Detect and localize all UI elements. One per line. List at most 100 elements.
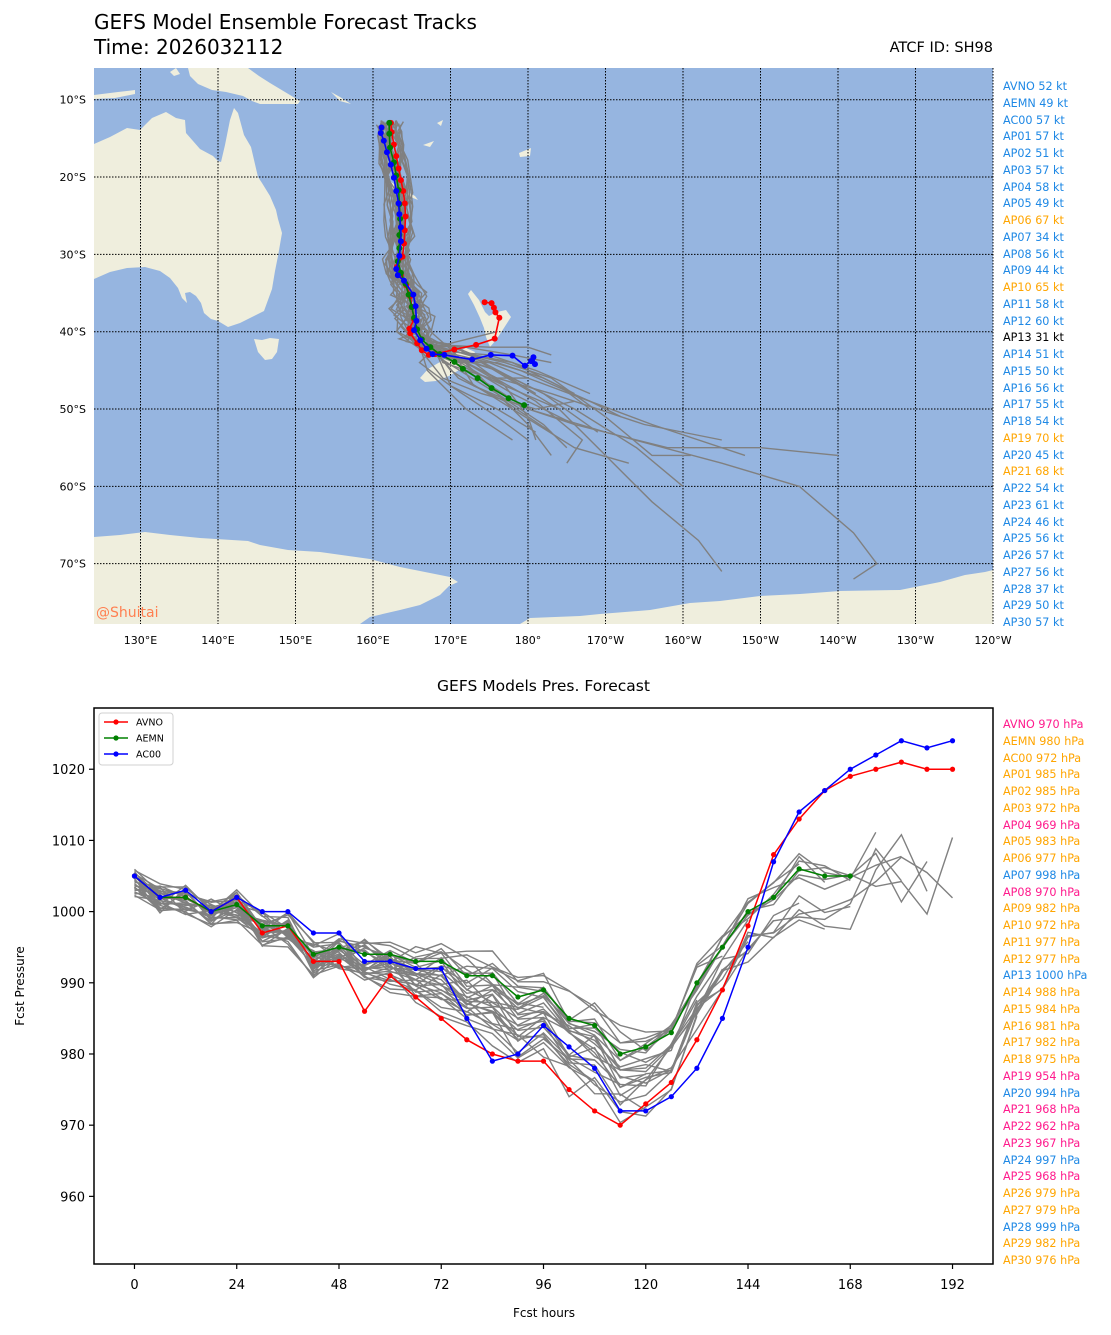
y-tick-label: 990 xyxy=(60,977,85,992)
pressure-point xyxy=(847,766,853,772)
pressure-point xyxy=(438,965,444,972)
longitude-label: 170°E xyxy=(434,634,467,647)
pressure-point xyxy=(387,973,393,979)
pressure-point xyxy=(643,1101,649,1107)
pressure-point xyxy=(208,909,214,915)
longitude-label: 180° xyxy=(515,634,542,647)
pressure-point xyxy=(719,944,726,950)
pressure-legend-item: AP10 972 hPa xyxy=(1003,919,1081,932)
pressure-point xyxy=(413,965,419,972)
longitude-label: 160°W xyxy=(664,634,701,647)
track-point xyxy=(473,341,480,348)
track-point xyxy=(390,174,397,181)
wind-legend-item: AP10 65 kt xyxy=(1003,281,1064,294)
latitude-label: 20°S xyxy=(60,171,86,184)
track-point xyxy=(401,200,408,207)
ensemble-pressure-line xyxy=(134,837,954,1062)
longitude-label: 130°E xyxy=(124,634,157,647)
pressure-point xyxy=(694,1065,700,1071)
pressure-point xyxy=(234,901,240,908)
pressure-point xyxy=(131,873,138,879)
track-point xyxy=(413,317,420,324)
y-tick-label: 980 xyxy=(60,1048,85,1063)
x-tick-label: 24 xyxy=(228,1278,245,1293)
pressure-legend-item: AP30 976 hPa xyxy=(1003,1254,1081,1267)
track-point xyxy=(395,165,402,172)
track-point xyxy=(410,291,417,298)
map-title: GEFS Model Ensemble Forecast Tracks xyxy=(94,10,477,34)
pressure-legend-item: AP25 968 hPa xyxy=(1003,1170,1081,1184)
pressure-point xyxy=(924,745,930,751)
longitude-labels: 130°E 140°E 150°E 160°E 170°E 180° 170°W 160°W 1… xyxy=(124,634,1012,647)
longitude-label: 140°W xyxy=(819,634,856,647)
track-point xyxy=(393,153,400,160)
wind-legend-item: AP02 51 kt xyxy=(1003,147,1064,160)
pressure-series-ac00 xyxy=(131,738,956,1114)
track-point xyxy=(386,119,393,126)
track-point xyxy=(380,137,387,144)
pressure-point xyxy=(745,909,751,915)
track-point xyxy=(383,149,390,156)
pressure-legend-item: AP14 988 hPa xyxy=(1003,986,1081,999)
y-tick-label: 1010 xyxy=(52,834,85,849)
pressure-legend-item: AP16 981 hPa xyxy=(1003,1019,1081,1033)
track-point xyxy=(378,124,385,131)
track-point xyxy=(412,303,419,310)
pressure-point xyxy=(464,1037,470,1043)
pressure-legend-item: AP22 962 hPa xyxy=(1003,1120,1081,1133)
pressure-point xyxy=(617,1108,623,1114)
pressure-point xyxy=(183,894,189,900)
pressure-point xyxy=(617,1051,623,1057)
wind-legend-item: AP22 54 kt xyxy=(1003,482,1064,495)
pressure-legend-item: AP24 997 hPa xyxy=(1003,1153,1081,1167)
pressure-legend-item: AP09 982 hPa xyxy=(1003,902,1081,916)
track-point xyxy=(386,130,393,137)
pressure-point xyxy=(336,930,342,936)
wind-legend-item: AP25 56 kt xyxy=(1003,532,1064,546)
x-tick-label: 120 xyxy=(633,1278,658,1293)
wind-legend-item: AP15 50 kt xyxy=(1003,364,1064,378)
map-time-label: Time: 2026032112 xyxy=(94,35,284,59)
track-point xyxy=(490,304,497,311)
pressure-legend-item: AP26 979 hPa xyxy=(1003,1187,1081,1200)
longitude-label: 130°W xyxy=(897,634,934,647)
track-point xyxy=(394,272,401,279)
ensemble-pressure-lines xyxy=(133,831,954,1124)
track-point xyxy=(418,347,425,354)
legend-marker xyxy=(113,719,119,725)
legend-label: AC00 xyxy=(136,750,161,761)
longitude-label: 160°E xyxy=(356,634,389,647)
pressure-point xyxy=(847,873,853,879)
pressure-legend-item: AP28 999 hPa xyxy=(1003,1220,1081,1234)
wind-legend-item: AP17 55 kt xyxy=(1003,398,1064,412)
pressure-point xyxy=(668,1094,674,1100)
track-point xyxy=(395,200,402,207)
wind-legend-item: AP28 37 kt xyxy=(1003,582,1064,596)
pressure-legend-item: AP29 982 hPa xyxy=(1003,1237,1081,1251)
pressure-legend-item: AP07 998 hPa xyxy=(1003,868,1081,882)
pressure-legend-item: AP12 977 hPa xyxy=(1003,952,1081,966)
pressure-point xyxy=(668,1079,674,1086)
track-point xyxy=(397,224,404,231)
track-point xyxy=(405,291,412,298)
y-tick-label: 960 xyxy=(60,1190,85,1205)
latitude-label: 10°S xyxy=(60,94,86,107)
land-nz-north xyxy=(468,290,511,347)
y-tick-label: 970 xyxy=(60,1119,85,1134)
track-point xyxy=(411,327,418,334)
pressure-point xyxy=(719,1015,726,1021)
pressure-point xyxy=(515,1058,521,1064)
pressure-point xyxy=(387,958,393,965)
x-tick-label: 48 xyxy=(331,1278,348,1293)
pressure-legend-item: AP19 954 hPa xyxy=(1003,1069,1081,1083)
track-point xyxy=(469,356,476,363)
wind-legend-item: AP29 50 kt xyxy=(1003,599,1064,613)
pressure-legend-item: AVNO 970 hPa xyxy=(1003,718,1084,731)
pressure-legend-item: AP05 983 hPa xyxy=(1003,835,1081,849)
wind-legend-item: AP12 60 kt xyxy=(1003,314,1064,328)
wind-legend-item: AC00 57 kt xyxy=(1003,113,1065,127)
pressure-legend-item: AP03 972 hPa xyxy=(1003,801,1081,815)
y-axis-label: Fcst Pressure xyxy=(13,946,27,1026)
ensemble-pressure-line xyxy=(133,871,698,1117)
latitude-label: 30°S xyxy=(60,248,86,261)
